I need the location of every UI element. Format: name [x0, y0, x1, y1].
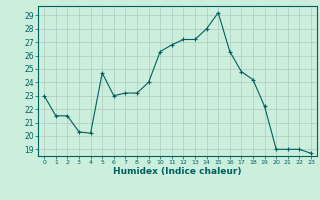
X-axis label: Humidex (Indice chaleur): Humidex (Indice chaleur)	[113, 167, 242, 176]
